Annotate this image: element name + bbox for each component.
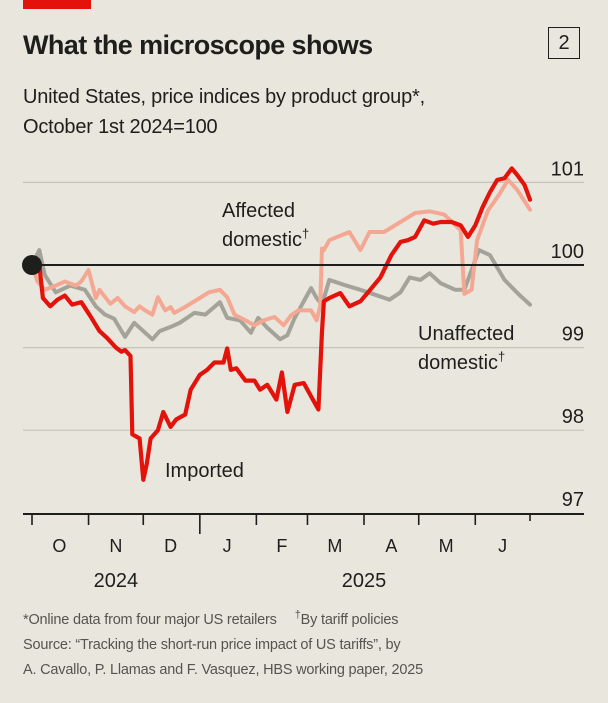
y-tick-label-100: 100	[551, 241, 584, 263]
x-year-label-2025: 2025	[342, 570, 387, 592]
x-axis: O N D J F M A M J 2024 2025	[23, 513, 584, 592]
chart-number-badge: 2	[548, 27, 580, 59]
footnotes: *Online data from four major US retailer…	[23, 608, 423, 683]
annotation-affected-domestic-line2: domestic†	[222, 226, 309, 251]
annotations: Affected domestic† Unaffected domestic† …	[165, 200, 514, 482]
series-line-imported	[29, 166, 533, 482]
y-tick-label-99: 99	[562, 324, 584, 346]
start-marker-dot	[22, 255, 42, 275]
annotation-imported: Imported	[165, 460, 244, 482]
x-month-label-4: F	[276, 536, 287, 556]
footnote-dagger: †By tariff policies	[294, 609, 399, 629]
series-line-unaffected-domestic	[30, 248, 532, 342]
x-month-label-3: J	[223, 536, 232, 556]
gridlines	[23, 181, 584, 431]
x-month-label-7: M	[439, 536, 454, 556]
x-month-label-8: J	[498, 536, 507, 556]
source-line-1: Source: “Tracking the short-run price im…	[23, 637, 401, 653]
x-month-label-6: A	[385, 536, 397, 556]
x-month-label-0: O	[52, 536, 66, 556]
x-month-label-1: N	[109, 536, 122, 556]
annotation-affected-domestic: Affected	[222, 200, 295, 222]
series-lines	[22, 166, 584, 482]
x-month-label-5: M	[327, 536, 342, 556]
x-year-label-2024: 2024	[94, 570, 139, 592]
brand-red-tag	[23, 0, 91, 9]
source-line-2: A. Cavallo, P. Llamas and F. Vasquez, HB…	[23, 662, 423, 678]
chart-subtitle: United States, price indices by product …	[23, 82, 425, 142]
series-line-affected-domestic	[30, 177, 532, 328]
subtitle-line-2: October 1st 2024=100	[23, 116, 218, 138]
footnote-data-source: *Online data from four major US retailer…	[23, 612, 277, 628]
y-axis-labels: 97 98 99 100 101	[551, 158, 584, 510]
annotation-unaffected-domestic: Unaffected	[418, 323, 514, 345]
y-tick-label-97: 97	[562, 489, 584, 511]
y-tick-label-98: 98	[562, 406, 584, 428]
chart-title: What the microscope shows	[23, 30, 373, 60]
y-tick-label-101: 101	[551, 158, 584, 180]
footnote-line-1: *Online data from four major US retailer…	[23, 608, 423, 633]
subtitle-line-1: United States, price indices by product …	[23, 86, 425, 108]
x-month-label-2: D	[164, 536, 177, 556]
annotation-unaffected-domestic-line2: domestic†	[418, 349, 505, 374]
